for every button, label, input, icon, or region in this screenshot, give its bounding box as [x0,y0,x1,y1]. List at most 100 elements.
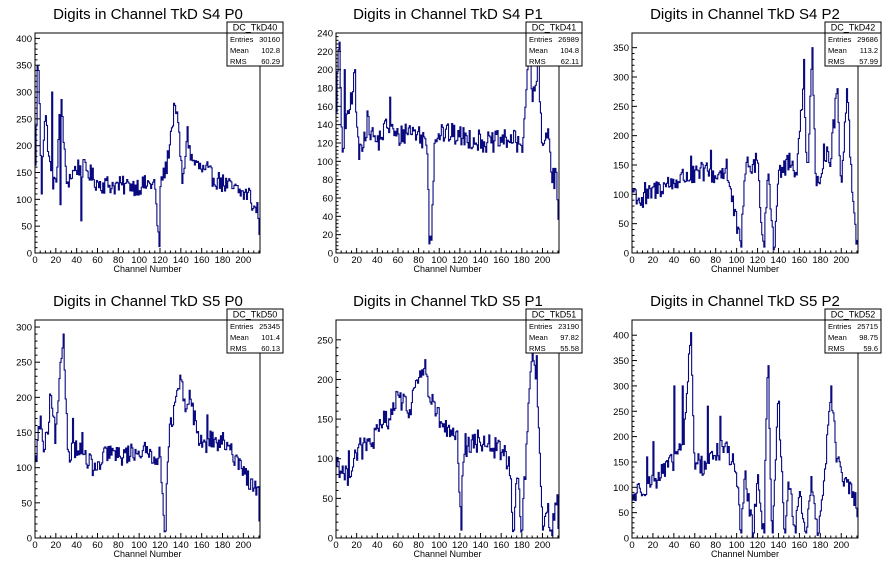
y-tick-label: 100 [613,483,629,494]
y-tick-label: 50 [618,508,629,519]
stats-histogram-name: DC_TkD41 [532,23,577,33]
y-tick-label: 250 [613,102,629,113]
y-tick-label: 150 [613,161,629,172]
x-tick-label: 80 [710,540,721,551]
y-tick-label: 200 [317,65,333,76]
x-tick-label: 20 [51,540,62,551]
x-tick-label: 20 [648,540,659,551]
x-tick-label: 0 [333,540,338,551]
x-tick-label: 100 [131,540,147,551]
y-tick-label: 300 [16,323,32,334]
y-tick-label: 250 [613,407,629,418]
chart-title: Digits in Channel TkD S5 P2 [650,293,840,310]
stats-rms-value: 60.29 [261,57,280,66]
x-tick-label: 180 [514,540,530,551]
plot-frame [34,319,261,539]
stats-histogram-name: DC_TkD51 [532,310,577,320]
y-tick-label: 400 [613,331,629,342]
x-axis-label: Channel Number [711,549,779,559]
stats-box-frame [525,308,583,354]
x-tick-label: 0 [629,540,634,551]
y-tick-label: 350 [16,61,32,72]
y-tick-label: 50 [618,219,629,230]
x-tick-label: 20 [51,255,62,266]
y-tick-label: 100 [613,190,629,201]
x-tick-label: 200 [535,255,551,266]
x-tick-label: 100 [131,255,147,266]
y-tick-label: 350 [613,43,629,54]
stats-rms-value: 57.99 [859,57,878,66]
y-tick-label: 250 [16,114,32,125]
stats-entries-label: Entries [828,322,852,331]
x-tick-label: 80 [413,255,424,266]
x-tick-label: 180 [215,255,231,266]
stats-box-frame [226,21,284,67]
chart-title: Digits in Channel TkD S4 P1 [353,6,543,23]
y-tick-label: 150 [613,457,629,468]
y-tick-label: 0 [27,249,32,260]
histogram-line [336,347,559,537]
y-tick-label: 400 [16,34,32,45]
y-tick-label: 200 [317,375,333,386]
x-tick-label: 20 [351,255,362,266]
y-tick-label: 150 [317,415,333,426]
x-tick-label: 80 [413,540,424,551]
y-tick-label: 150 [16,428,32,439]
stats-rms-label: RMS [230,57,247,66]
x-tick-label: 0 [333,255,338,266]
x-tick-label: 80 [710,255,721,266]
x-tick-label: 120 [750,540,766,551]
x-tick-label: 20 [648,255,659,266]
y-tick-label: 300 [613,381,629,392]
plot-frame [34,32,261,254]
x-tick-label: 140 [771,540,787,551]
y-tick-label: 0 [27,534,32,545]
stats-entries-label: Entries [230,35,254,44]
x-tick-label: 180 [215,540,231,551]
y-tick-label: 0 [328,249,333,260]
y-tick-label: 160 [317,102,333,113]
stats-rms-label: RMS [828,344,845,353]
x-tick-label: 160 [194,540,210,551]
x-tick-label: 0 [32,540,37,551]
y-tick-label: 300 [16,88,32,99]
chart-title: Digits in Channel TkD S5 P0 [53,293,243,310]
x-axis-label: Channel Number [113,264,181,274]
stats-entries-value: 29686 [857,35,878,44]
x-tick-label: 40 [71,540,82,551]
y-tick-label: 200 [613,432,629,443]
x-tick-label: 120 [152,255,168,266]
plot-frame [631,32,859,254]
x-tick-label: 160 [493,255,509,266]
chart-title: Digits in Channel TkD S4 P2 [650,6,840,23]
histogram-line [336,41,559,245]
x-tick-label: 60 [92,540,103,551]
x-tick-label: 60 [393,255,404,266]
y-tick-label: 50 [21,222,32,233]
y-tick-label: 200 [16,393,32,404]
stats-rms-label: RMS [230,344,247,353]
stats-mean-label: Mean [529,333,548,342]
x-tick-label: 160 [791,540,807,551]
x-tick-label: 180 [514,255,530,266]
x-tick-label: 40 [372,540,383,551]
x-tick-label: 100 [431,540,447,551]
histogram-panel-2: Digits in Channel TkD S4 P20501001502002… [613,6,882,274]
y-tick-label: 250 [16,358,32,369]
stats-mean-value: 104.8 [560,46,579,55]
stats-box-frame [824,308,882,354]
x-tick-label: 60 [393,540,404,551]
x-tick-label: 140 [473,540,489,551]
stats-mean-value: 102.8 [261,46,280,55]
stats-histogram-name: DC_TkD42 [831,23,876,33]
y-tick-label: 250 [317,335,333,346]
stats-box: DC_TkD50 Entries 25345 Mean 101.4 RMS 60.13 [226,308,284,354]
histogram-panel-3: Digits in Channel TkD S5 P00501001502002… [16,293,284,559]
x-tick-label: 120 [452,255,468,266]
plot-frame [335,319,560,539]
stats-mean-label: Mean [828,46,847,55]
stats-box-frame [525,21,583,67]
histogram-line [632,47,858,251]
stats-rms-label: RMS [828,57,845,66]
